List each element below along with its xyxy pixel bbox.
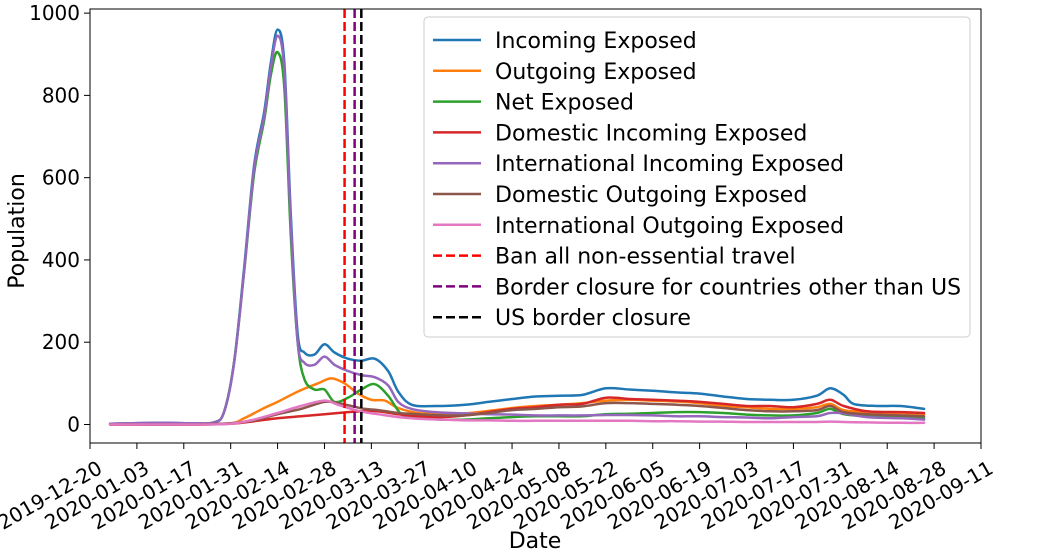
y-tick-label: 0 — [67, 412, 80, 436]
legend-label-outgoing-exposed: Outgoing Exposed — [495, 60, 697, 85]
y-axis-label: Population — [5, 173, 30, 289]
plot-frame — [89, 8, 982, 444]
legend-label-us-border-closure: US border closure — [495, 306, 691, 331]
series-line-international-outgoing-exposed — [108, 399, 926, 426]
legend: Incoming Exposed Outgoing Exposed Net Expo… — [423, 16, 971, 338]
legend-label-net-exposed: Net Exposed — [495, 91, 634, 116]
y-tick-label: 1000 — [29, 1, 80, 25]
legend-label-domestic-outgoing-exposed: Domestic Outgoing Exposed — [495, 183, 807, 208]
legend-label-domestic-incoming-exposed: Domestic Incoming Exposed — [495, 121, 807, 146]
legend-frame — [423, 16, 971, 338]
plot-lines — [108, 28, 926, 426]
legend-label-international-outgoing-exposed: International Outgoing Exposed — [495, 214, 844, 239]
y-axis: 0 200 400 600 800 1000 — [29, 1, 90, 436]
legend-label-international-incoming-exposed: International Incoming Exposed — [495, 152, 844, 177]
y-tick-label: 800 — [42, 83, 80, 107]
series-line-domestic-outgoing-exposed — [108, 400, 926, 426]
series-line-international-incoming-exposed — [108, 34, 926, 425]
y-tick-label: 200 — [42, 330, 80, 354]
legend-label-incoming-exposed: Incoming Exposed — [495, 29, 697, 54]
x-axis-label: Date — [509, 529, 562, 554]
event-lines — [343, 9, 363, 443]
y-tick-label: 400 — [42, 248, 80, 272]
y-tick-label: 600 — [42, 166, 80, 190]
legend-label-ban-all-non-essential-travel: Ban all non-essential travel — [495, 245, 796, 270]
series-line-domestic-incoming-exposed — [108, 396, 926, 426]
legend-label-border-closure-for-countries-other-than-us: Border closure for countries other than … — [495, 275, 961, 300]
